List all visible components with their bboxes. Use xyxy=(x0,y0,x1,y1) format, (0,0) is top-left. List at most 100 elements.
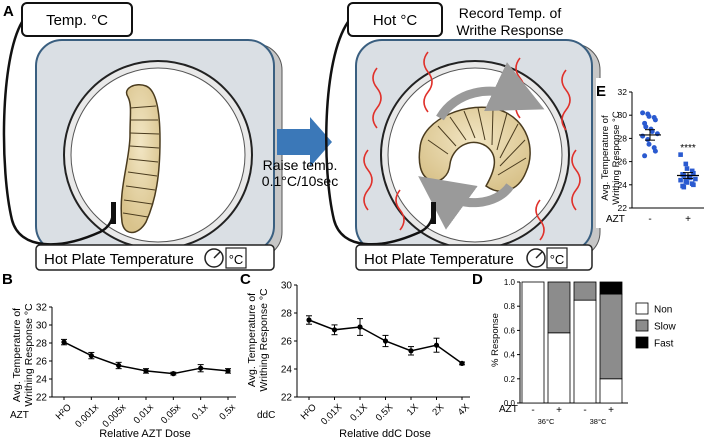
scatter-point-circle xyxy=(652,117,658,123)
scatter-point-circle xyxy=(652,148,658,154)
right-probe-tip xyxy=(431,202,436,224)
panel-label-d: D xyxy=(472,271,483,288)
x-tick-label: 0.05x xyxy=(159,402,183,426)
chart-c-ylabel-1: Avg. Temperature of xyxy=(246,293,258,387)
scatter-point-circle xyxy=(640,110,646,116)
scatter-point-square xyxy=(681,184,687,190)
x-tick-label: 0.01X xyxy=(319,402,345,428)
scatter-point-square xyxy=(687,175,693,181)
group-label: 38°C xyxy=(590,417,607,426)
data-point xyxy=(306,317,312,323)
y-tick-label: 26 xyxy=(36,357,48,368)
right-probe-label: Hot °C xyxy=(373,12,418,29)
y-tick-label: 28 xyxy=(618,133,628,143)
chart-b-ylabel-2: Writhing Response °C xyxy=(23,303,35,407)
panel-label-b: B xyxy=(2,271,13,288)
x-tick-label: 0.001x xyxy=(73,402,101,430)
y-tick-label: 24 xyxy=(36,375,48,386)
y-tick-label: 24 xyxy=(618,180,628,190)
legend-swatch-fast xyxy=(635,336,649,349)
x-tick-label: + xyxy=(556,405,562,416)
chart-b: B Avg. Temperature of Writhing Response … xyxy=(2,271,238,440)
y-tick-label: 22 xyxy=(618,203,628,213)
bar-segment-non xyxy=(573,299,597,404)
scatter-point-circle xyxy=(642,153,648,159)
y-tick-label: 0.0 xyxy=(504,399,516,408)
legend-label: Fast xyxy=(654,339,674,350)
x-tick-label: H²O xyxy=(299,402,319,422)
scatter-point-circle xyxy=(646,113,652,119)
bar-segment-fast xyxy=(599,281,623,295)
x-tick-label: H²O xyxy=(54,402,74,422)
data-point xyxy=(143,368,149,374)
scatter-point-square xyxy=(684,180,690,185)
left-probe-box xyxy=(21,2,133,37)
data-point xyxy=(433,342,440,348)
bar-segment-slow xyxy=(547,281,571,334)
y-tick-label: 0.4 xyxy=(504,351,516,360)
right-dial-icon xyxy=(526,248,546,268)
y-tick-label: 30 xyxy=(281,281,293,292)
record-label-line1: Record Temp. of xyxy=(459,5,562,21)
chart-c: C Avg. Temperature of Writhing Response … xyxy=(240,271,472,440)
chart-c-xlabel: Relative ddC Dose xyxy=(339,428,431,440)
left-dial-icon xyxy=(204,248,224,268)
scatter-point-square xyxy=(678,152,683,157)
data-point xyxy=(357,324,363,330)
data-point xyxy=(198,365,204,371)
left-larva xyxy=(120,84,161,234)
motion-arrow-bottom xyxy=(418,176,514,230)
chart-c-row-label: ddC xyxy=(257,410,275,421)
legend-swatch-non xyxy=(635,302,649,315)
scatter-point-circle xyxy=(646,141,652,147)
chart-d-ylabel: % Response xyxy=(490,313,501,367)
left-hot-plate: Temp. °C Hot Plate Temperature °C xyxy=(2,2,283,271)
y-tick-label: 22 xyxy=(281,393,293,404)
raise-temp-arrow xyxy=(277,117,332,167)
scatter-point-square xyxy=(678,177,683,183)
chart-e-row-label: AZT xyxy=(606,214,625,225)
x-tick-label: 0.5X xyxy=(374,402,396,424)
x-tick-label: 0.1X xyxy=(348,402,370,424)
left-probe-wire xyxy=(2,21,115,246)
scatter-point-square xyxy=(693,176,698,182)
right-unit-label: °C xyxy=(550,252,565,267)
significance-stars: **** xyxy=(680,143,696,154)
y-tick-label: 28 xyxy=(36,339,48,350)
chart-b-xlabel: Relative AZT Dose xyxy=(99,428,191,440)
right-unit-box xyxy=(546,247,568,269)
data-point xyxy=(116,362,122,369)
left-unit-label: °C xyxy=(229,252,244,267)
chart-d-row-label: AZT xyxy=(499,404,518,415)
y-tick-label: 0.6 xyxy=(504,326,516,335)
bar-segment-non xyxy=(521,281,545,404)
y-tick-label: 30 xyxy=(36,321,48,332)
x-tick-label: - xyxy=(531,405,534,416)
chart-e-background xyxy=(596,78,708,228)
y-tick-label: 30 xyxy=(618,110,628,120)
chart-e: E Avg. Temperature of Writhing Response … xyxy=(596,78,708,228)
panel-label-e: E xyxy=(596,83,606,100)
bar-segment-non xyxy=(547,332,571,404)
y-tick-label: 26 xyxy=(618,157,628,167)
scatter-point-square xyxy=(683,161,689,167)
group-label: 36°C xyxy=(538,417,555,426)
y-tick-label: 0.2 xyxy=(504,375,516,384)
scatter-point-square xyxy=(691,170,696,176)
data-point xyxy=(331,327,338,333)
motion-arrow-top xyxy=(436,62,545,121)
left-unit-box xyxy=(225,247,247,269)
data-point xyxy=(382,338,389,344)
scatter-point-circle xyxy=(645,137,651,143)
bar-segment-non xyxy=(599,378,623,404)
bar-segment-slow xyxy=(573,281,597,301)
x-tick-label: 0.1x xyxy=(190,402,211,423)
chart-b-row-label: AZT xyxy=(10,410,29,421)
left-hot-plate-label: Hot Plate Temperature xyxy=(44,251,194,268)
data-point xyxy=(408,348,414,354)
data-point xyxy=(61,339,67,345)
x-tick-label: - xyxy=(583,405,586,416)
data-point xyxy=(459,360,465,366)
y-tick-label: 28 xyxy=(281,309,293,320)
chart-b-ylabel-1: Avg. Temperature of xyxy=(11,308,23,402)
